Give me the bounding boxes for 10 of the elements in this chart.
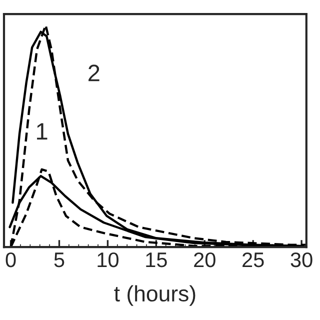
- annotation: 2: [88, 64, 100, 82]
- x-axis-title: t (hours): [114, 285, 196, 306]
- x-tick-label: 10: [98, 252, 118, 268]
- x-tick-label: 0: [6, 252, 16, 268]
- x-tick-label: 15: [146, 252, 167, 268]
- x-tick-label: 30: [290, 252, 312, 268]
- x-tick-label: 5: [54, 252, 64, 268]
- x-tick-label: 20: [194, 252, 216, 268]
- x-tick-label: 25: [242, 252, 264, 268]
- annotation: 1: [37, 123, 48, 140]
